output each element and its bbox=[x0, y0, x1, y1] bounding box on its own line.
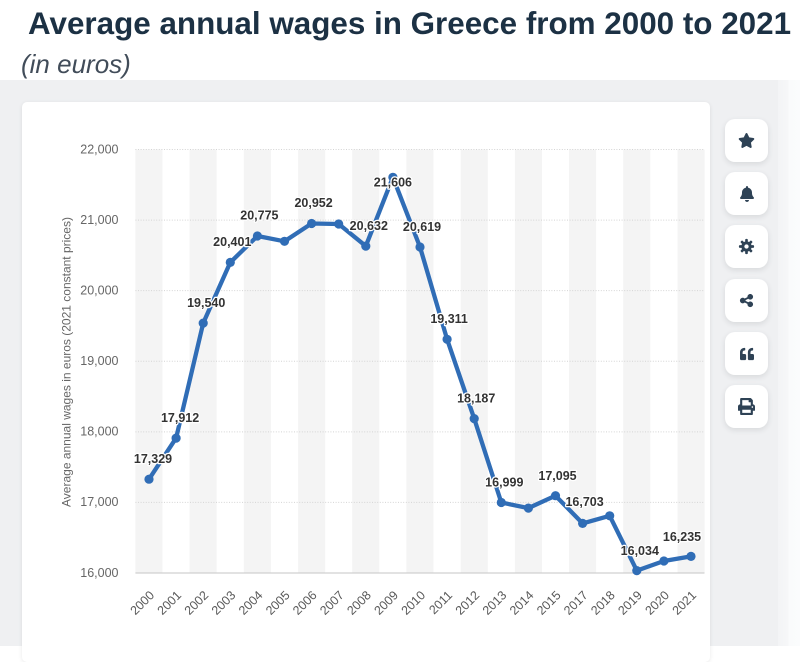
svg-text:17,095: 17,095 bbox=[538, 469, 576, 483]
svg-text:16,034: 16,034 bbox=[621, 544, 659, 558]
svg-text:17,329: 17,329 bbox=[134, 452, 172, 466]
svg-text:2000: 2000 bbox=[128, 588, 158, 618]
svg-text:2004: 2004 bbox=[236, 588, 266, 618]
svg-text:2014: 2014 bbox=[507, 588, 537, 618]
svg-text:18,187: 18,187 bbox=[457, 391, 495, 405]
svg-text:17,000: 17,000 bbox=[80, 495, 118, 509]
svg-text:19,540: 19,540 bbox=[187, 296, 225, 310]
svg-text:Average annual wages in euros: Average annual wages in euros (2021 cons… bbox=[60, 217, 74, 507]
svg-text:16,000: 16,000 bbox=[80, 566, 118, 580]
svg-text:20,632: 20,632 bbox=[350, 219, 388, 233]
svg-text:2015: 2015 bbox=[534, 588, 564, 618]
svg-text:20,775: 20,775 bbox=[240, 209, 278, 223]
svg-text:2021: 2021 bbox=[670, 588, 700, 618]
svg-text:19,000: 19,000 bbox=[80, 354, 118, 368]
svg-text:2019: 2019 bbox=[615, 588, 645, 618]
svg-text:20,000: 20,000 bbox=[80, 284, 118, 298]
svg-text:2010: 2010 bbox=[399, 588, 429, 618]
svg-text:2003: 2003 bbox=[209, 588, 239, 618]
svg-text:2001: 2001 bbox=[155, 588, 185, 618]
svg-text:2005: 2005 bbox=[263, 588, 293, 618]
svg-text:2008: 2008 bbox=[344, 588, 374, 618]
svg-text:19,311: 19,311 bbox=[430, 312, 468, 326]
svg-text:2020: 2020 bbox=[642, 588, 672, 618]
svg-text:2002: 2002 bbox=[182, 588, 212, 618]
svg-text:2017: 2017 bbox=[561, 588, 591, 618]
svg-text:2006: 2006 bbox=[290, 588, 320, 618]
svg-text:20,401: 20,401 bbox=[213, 235, 251, 249]
svg-text:2007: 2007 bbox=[317, 588, 347, 618]
svg-text:16,703: 16,703 bbox=[565, 495, 603, 509]
svg-text:2009: 2009 bbox=[371, 588, 401, 618]
svg-text:2013: 2013 bbox=[480, 588, 510, 618]
svg-text:20,952: 20,952 bbox=[294, 196, 332, 210]
svg-text:20,619: 20,619 bbox=[403, 220, 441, 234]
svg-text:16,999: 16,999 bbox=[485, 476, 523, 490]
svg-text:16,235: 16,235 bbox=[663, 530, 701, 544]
svg-text:21,000: 21,000 bbox=[80, 213, 118, 227]
svg-text:2011: 2011 bbox=[426, 588, 455, 617]
svg-text:2018: 2018 bbox=[588, 588, 618, 618]
svg-text:17,912: 17,912 bbox=[161, 411, 199, 425]
svg-text:22,000: 22,000 bbox=[80, 142, 118, 156]
svg-text:18,000: 18,000 bbox=[80, 425, 118, 439]
svg-text:2012: 2012 bbox=[453, 588, 483, 618]
svg-text:21,606: 21,606 bbox=[374, 176, 412, 190]
